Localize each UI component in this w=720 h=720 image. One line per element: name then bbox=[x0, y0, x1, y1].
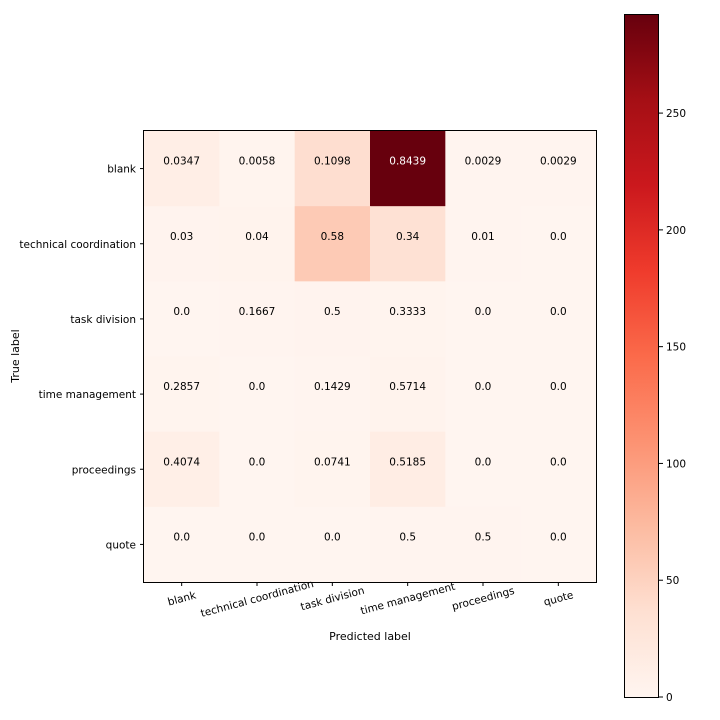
cell-value-label: 0.0 bbox=[475, 456, 492, 468]
heatmap-cell bbox=[520, 281, 597, 357]
y-tick-label: blank bbox=[107, 164, 137, 176]
colorbar-ticks: 0 50 100 150 200 250 bbox=[659, 108, 686, 704]
cell-value-label: 0.0347 bbox=[163, 156, 200, 168]
heatmap-cell bbox=[144, 506, 220, 583]
heatmap-cell bbox=[445, 506, 522, 583]
cell-value-label: 0.0 bbox=[550, 456, 567, 468]
heatmap-cell bbox=[144, 281, 220, 357]
cell-value-label: 0.0 bbox=[475, 381, 492, 393]
heatmap-cell bbox=[445, 131, 522, 207]
colorbar-tick-label: 150 bbox=[666, 342, 686, 354]
cell-value-label: 0.1667 bbox=[239, 306, 276, 318]
cell-value-label: 0.0 bbox=[249, 456, 266, 468]
heatmap-cell bbox=[520, 506, 597, 583]
heatmap-cell bbox=[370, 131, 446, 207]
colorbar-tick-label: 0 bbox=[666, 692, 673, 704]
y-axis-label: True label bbox=[9, 329, 22, 383]
x-tick-label: quote bbox=[542, 589, 574, 608]
colorbar-tick-label: 100 bbox=[666, 458, 686, 470]
heatmap-cell bbox=[294, 356, 371, 433]
x-tick-label: blank bbox=[166, 589, 198, 608]
cell-value-label: 0.0 bbox=[550, 306, 567, 318]
cell-value-label: 0.34 bbox=[396, 231, 420, 243]
cell-value-label: 0.5 bbox=[399, 531, 416, 543]
heatmap-cell bbox=[370, 281, 446, 357]
cell-value-label: 0.3333 bbox=[389, 306, 426, 318]
cell-value-label: 0.5 bbox=[324, 306, 341, 318]
cell-value-label: 0.0058 bbox=[239, 156, 276, 168]
heatmap-cell bbox=[520, 206, 597, 282]
heatmap-cell bbox=[445, 356, 522, 433]
heatmap-cell bbox=[370, 431, 446, 508]
cell-value-label: 0.0 bbox=[249, 531, 266, 543]
cell-value-label: 0.03 bbox=[170, 231, 193, 243]
cell-value-label: 0.04 bbox=[245, 231, 269, 243]
heatmap-cell bbox=[219, 506, 296, 583]
heatmap-cell bbox=[219, 431, 296, 508]
heatmap-cell bbox=[144, 356, 220, 433]
heatmap-cell bbox=[520, 131, 597, 207]
cell-value-label: 0.0 bbox=[249, 381, 266, 393]
cell-value-label: 0.2857 bbox=[163, 381, 200, 393]
cell-value-label: 0.01 bbox=[471, 231, 494, 243]
x-tick-label: proceedings bbox=[451, 585, 516, 613]
heatmap-cell bbox=[219, 131, 296, 207]
heatmap-cell bbox=[144, 206, 220, 282]
heatmap-cell bbox=[445, 206, 522, 282]
heatmap-cell bbox=[144, 131, 220, 207]
cell-value-label: 0.0 bbox=[550, 531, 567, 543]
cell-value-label: 0.0 bbox=[550, 231, 567, 243]
y-tick-label: task division bbox=[70, 314, 136, 326]
cell-value-label: 0.0 bbox=[173, 531, 190, 543]
cell-value-label: 0.5185 bbox=[389, 456, 426, 468]
heatmap-cell bbox=[219, 206, 296, 282]
cell-value-label: 0.0 bbox=[550, 381, 567, 393]
heatmap-cell bbox=[370, 356, 446, 433]
heatmap-cell bbox=[370, 206, 446, 282]
heatmap-cell bbox=[219, 281, 296, 357]
colorbar-gradient bbox=[624, 14, 659, 698]
x-tick-label: time management bbox=[359, 581, 456, 618]
cell-value-label: 0.1429 bbox=[314, 381, 351, 393]
y-axis-ticks: blank technical coordination task division… bbox=[19, 164, 144, 551]
y-tick-label: time management bbox=[39, 389, 136, 401]
heatmap-cell bbox=[445, 431, 522, 508]
cell-value-label: 0.4074 bbox=[163, 456, 200, 468]
heatmap-cell bbox=[520, 356, 597, 433]
cell-value-label: 0.5714 bbox=[389, 381, 426, 393]
heatmap-cells: 0.0347 0.0058 0.1098 0.8439 0.0029 0.0029 0.03… bbox=[144, 131, 597, 583]
heatmap-cell bbox=[294, 506, 371, 583]
heatmap-cell bbox=[520, 431, 597, 508]
cell-value-label: 0.1098 bbox=[314, 156, 351, 168]
heatmap-cell bbox=[370, 506, 446, 583]
heatmap-cell bbox=[294, 206, 371, 282]
cell-value-label: 0.0029 bbox=[540, 156, 577, 168]
y-tick-label: proceedings bbox=[72, 464, 136, 476]
colorbar-tick-label: 50 bbox=[666, 575, 679, 587]
y-tick-label: technical coordination bbox=[19, 239, 136, 251]
heatmap-cell bbox=[144, 431, 220, 508]
y-tick-label: quote bbox=[106, 539, 136, 551]
heatmap-cell bbox=[294, 131, 371, 207]
heatmap-cell bbox=[294, 431, 371, 508]
cell-value-label: 0.0 bbox=[173, 306, 190, 318]
cell-value-label: 0.0741 bbox=[314, 456, 351, 468]
cell-value-label: 0.5 bbox=[475, 531, 492, 543]
cell-value-label: 0.58 bbox=[321, 231, 344, 243]
heatmap-cell bbox=[294, 281, 371, 357]
cell-value-label: 0.8439 bbox=[389, 156, 426, 168]
x-axis-label: Predicted label bbox=[329, 630, 411, 643]
cell-value-label: 0.0 bbox=[324, 531, 341, 543]
cell-value-label: 0.0 bbox=[475, 306, 492, 318]
plot-frame bbox=[143, 130, 597, 583]
colorbar-tick-label: 250 bbox=[666, 108, 686, 120]
cell-value-label: 0.0029 bbox=[465, 156, 502, 168]
colorbar-tick-label: 200 bbox=[666, 225, 686, 237]
heatmap-cell bbox=[445, 281, 522, 357]
colorbar: 0 50 100 150 200 250 bbox=[624, 14, 686, 704]
heatmap-cell bbox=[219, 356, 296, 433]
